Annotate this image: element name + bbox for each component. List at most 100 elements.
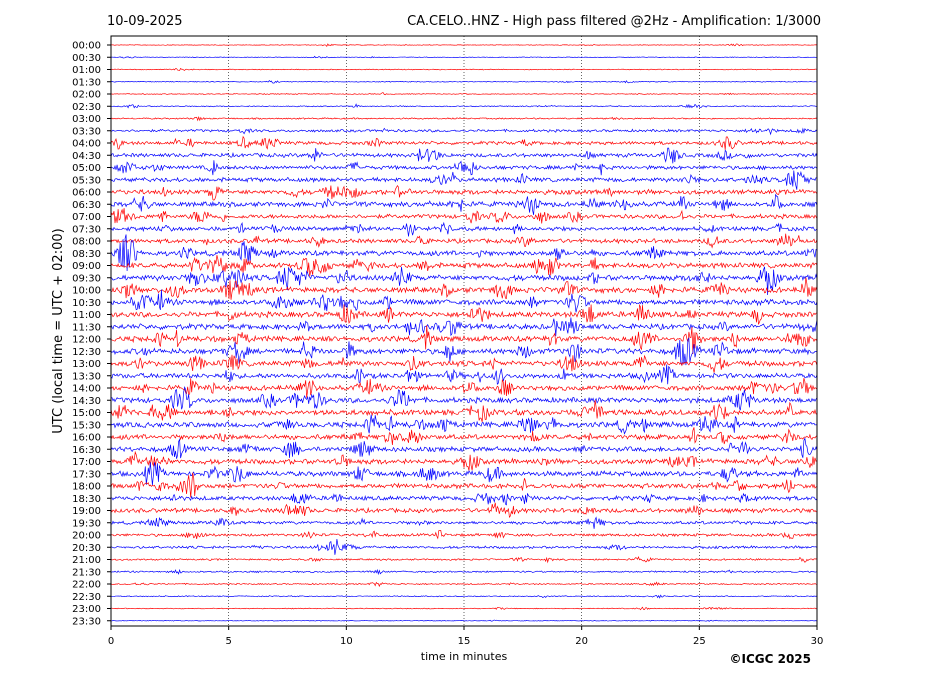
seismic-trace — [110, 619, 818, 622]
seismic-trace — [110, 80, 818, 84]
seismic-trace — [110, 427, 818, 446]
y-tick-label: 05:30 — [72, 175, 101, 186]
seismic-trace — [110, 147, 818, 164]
y-tick-label: 00:30 — [72, 53, 101, 64]
y-tick-label: 11:30 — [72, 322, 101, 333]
y-tick-label: 19:30 — [72, 518, 101, 529]
seismic-trace — [110, 193, 818, 215]
seismic-trace — [110, 530, 818, 540]
seismic-trace — [110, 116, 818, 122]
y-tick-label: 15:00 — [72, 408, 101, 419]
seismic-trace — [110, 170, 818, 190]
x-tick-label: 30 — [811, 636, 824, 647]
y-tick-label: 21:30 — [72, 567, 101, 578]
seismic-trace — [110, 277, 818, 300]
x-tick-label: 20 — [575, 636, 588, 647]
seismic-trace — [110, 472, 818, 498]
x-axis-ticks: 0 5 10 15 20 25 30 — [108, 626, 824, 647]
seismic-trace — [110, 221, 818, 237]
plot-frame — [110, 35, 818, 627]
y-tick-label: 08:30 — [72, 249, 101, 260]
y-tick-label: 20:30 — [72, 543, 101, 554]
seismic-trace — [110, 289, 818, 313]
seismic-trace — [110, 317, 818, 337]
seismic-trace — [110, 364, 818, 385]
seismic-trace — [110, 354, 818, 373]
copyright-label: ©ICGC 2025 — [729, 652, 811, 666]
seismic-trace — [110, 255, 818, 277]
y-tick-label: 01:30 — [72, 77, 101, 88]
seismic-trace — [110, 539, 818, 555]
seismic-trace — [110, 103, 818, 109]
seismic-trace — [110, 127, 818, 136]
seismic-trace — [110, 92, 818, 96]
y-tick-label: 17:30 — [72, 469, 101, 480]
x-tick-label: 5 — [225, 636, 231, 647]
y-tick-label: 13:30 — [72, 371, 101, 382]
y-tick-label: 16:30 — [72, 445, 101, 456]
seismic-trace — [110, 337, 818, 366]
x-tick-label: 0 — [108, 636, 114, 647]
y-tick-label: 13:00 — [72, 359, 101, 370]
y-tick-label: 05:00 — [72, 163, 101, 174]
y-tick-label: 02:00 — [72, 90, 101, 101]
y-tick-label: 11:00 — [72, 310, 101, 321]
y-tick-label: 10:30 — [72, 298, 101, 309]
seismic-trace — [110, 160, 818, 176]
y-tick-label: 10:00 — [72, 286, 101, 297]
seismic-trace — [110, 555, 818, 564]
seismic-trace — [110, 437, 818, 459]
seismic-trace — [110, 568, 818, 576]
y-tick-label: 08:00 — [72, 237, 101, 248]
seismic-trace — [110, 400, 818, 422]
y-axis-label: UTC (local time = UTC + 02:00) — [51, 228, 66, 433]
y-tick-label: 20:00 — [72, 531, 101, 542]
y-tick-label: 18:00 — [72, 482, 101, 493]
y-tick-label: 16:00 — [72, 433, 101, 444]
seismic-trace — [110, 43, 818, 48]
seismic-trace — [110, 581, 818, 588]
y-tick-label: 22:00 — [72, 580, 101, 591]
date-label: 10-09-2025 — [107, 14, 183, 29]
seismic-trace — [110, 386, 818, 411]
seismic-trace — [110, 378, 818, 398]
y-tick-label: 00:00 — [72, 41, 101, 52]
seismic-trace — [110, 184, 818, 201]
y-tick-label: 12:00 — [72, 335, 101, 346]
x-tick-label: 15 — [458, 636, 471, 647]
y-tick-label: 03:00 — [72, 114, 101, 125]
seismic-trace — [110, 594, 818, 599]
seismic-trace — [110, 233, 818, 249]
y-tick-label: 06:00 — [72, 188, 101, 199]
seismic-trace — [110, 325, 818, 355]
seismic-trace — [110, 303, 818, 325]
y-tick-label: 12:30 — [72, 347, 101, 358]
y-tick-label: 23:00 — [72, 604, 101, 615]
y-tick-label: 04:30 — [72, 151, 101, 162]
y-tick-label: 14:30 — [72, 396, 101, 407]
seismic-trace — [110, 450, 818, 471]
chart-title: CA.CELO..HNZ - High pass filtered @2Hz -… — [407, 14, 821, 29]
y-tick-label: 21:00 — [72, 555, 101, 566]
seismic-trace — [110, 67, 818, 71]
y-tick-label: 03:30 — [72, 126, 101, 137]
y-tick-label: 22:30 — [72, 592, 101, 603]
vertical-grid — [228, 36, 700, 626]
seismic-trace — [110, 516, 818, 529]
seismic-trace — [110, 234, 818, 272]
seismic-trace — [110, 502, 818, 519]
y-tick-label: 23:30 — [72, 616, 101, 627]
seismic-trace — [110, 414, 818, 435]
x-axis-label: time in minutes — [421, 650, 508, 663]
traces — [110, 43, 818, 622]
seismic-trace — [110, 208, 818, 224]
y-tick-label: 09:30 — [72, 273, 101, 284]
seismic-trace — [110, 55, 818, 59]
seismic-trace — [110, 266, 818, 296]
y-tick-label: 17:00 — [72, 457, 101, 468]
x-tick-label: 25 — [693, 636, 706, 647]
y-tick-label: 06:30 — [72, 200, 101, 211]
y-tick-label: 02:30 — [72, 102, 101, 113]
